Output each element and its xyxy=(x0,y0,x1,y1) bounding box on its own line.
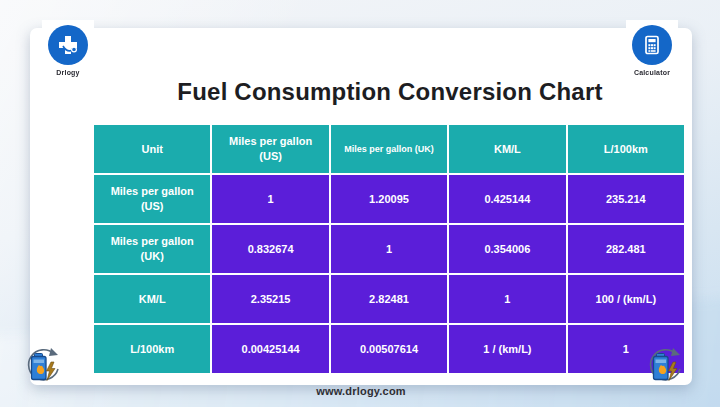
medical-cross-icon xyxy=(48,25,88,65)
conversion-table: Unit Miles per gallon (US) Miles per gal… xyxy=(94,125,684,373)
value-cell: 0.832674 xyxy=(212,225,328,273)
value-cell: 1 / (km/L) xyxy=(449,325,565,373)
header-cell-mpg-us: Miles per gallon (US) xyxy=(212,125,328,173)
fuel-energy-icon xyxy=(642,342,686,390)
value-cell: 2.82481 xyxy=(331,275,447,323)
row-label-cell: Miles per gallon (US) xyxy=(94,175,210,223)
value-cell: 1.20095 xyxy=(331,175,447,223)
calculator-icon xyxy=(632,25,672,65)
value-cell: 1 xyxy=(449,275,565,323)
drlogy-badge-label: Drlogy xyxy=(56,69,79,76)
row-label-cell: KM/L xyxy=(94,275,210,323)
calculator-badge-label: Calculator xyxy=(634,69,670,76)
header-cell-unit: Unit xyxy=(94,125,210,173)
fuel-energy-icon xyxy=(20,342,64,390)
value-cell: 1 xyxy=(331,225,447,273)
page-title: Fuel Consumption Conversion Chart xyxy=(130,78,650,106)
value-cell: 0.00425144 xyxy=(212,325,328,373)
header-cell-mpg-uk: Miles per gallon (UK) xyxy=(331,125,447,173)
website-url: www.drlogy.com xyxy=(30,385,692,397)
header-cell-l100km: L/100km xyxy=(568,125,684,173)
infographic-card: Fuel Consumption Conversion Chart Unit M… xyxy=(30,28,692,385)
value-cell: 2.35215 xyxy=(212,275,328,323)
row-label-cell: Miles per gallon (UK) xyxy=(94,225,210,273)
value-cell: 282.481 xyxy=(568,225,684,273)
value-cell: 0.00507614 xyxy=(331,325,447,373)
value-cell: 100 / (km/L) xyxy=(568,275,684,323)
header-cell-kml: KM/L xyxy=(449,125,565,173)
value-cell: 1 xyxy=(212,175,328,223)
row-label-cell: L/100km xyxy=(94,325,210,373)
value-cell: 0.425144 xyxy=(449,175,565,223)
value-cell: 0.354006 xyxy=(449,225,565,273)
value-cell: 235.214 xyxy=(568,175,684,223)
